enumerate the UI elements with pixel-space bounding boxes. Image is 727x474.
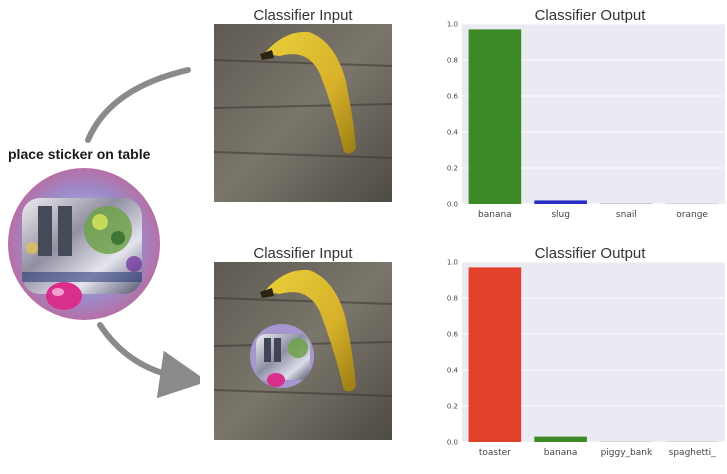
y-tick-label: 0.2 xyxy=(447,165,458,173)
classifier-input-image-top xyxy=(214,24,392,202)
input-title-top: Classifier Input xyxy=(253,7,353,24)
y-tick-label: 0.0 xyxy=(447,201,458,209)
arrow-up xyxy=(85,67,191,143)
y-tick-label: 0.8 xyxy=(447,295,458,303)
x-tick-label: orange xyxy=(676,210,708,220)
x-tick-label: toaster xyxy=(479,448,511,458)
y-tick-label: 0.0 xyxy=(447,439,458,447)
adversarial-sticker-image xyxy=(8,168,160,320)
banana-with-sticker-photo xyxy=(214,262,392,440)
bar-banana xyxy=(534,436,587,442)
y-tick-label: 0.8 xyxy=(447,57,458,65)
sticker-caption: place sticker on table xyxy=(8,146,151,162)
y-tick-label: 0.2 xyxy=(447,403,458,411)
adversarial-sticker xyxy=(8,168,160,320)
x-tick-label: banana xyxy=(544,448,578,458)
arrow-down xyxy=(97,322,200,399)
y-tick-label: 0.4 xyxy=(447,367,459,375)
banana-photo-top xyxy=(214,24,392,202)
input-title-bottom: Classifier Input xyxy=(253,245,353,262)
bar-toaster xyxy=(468,267,522,442)
classifier-output-chart-top: 0.0 0.2 0.4 0.6 0.8 1.0 banana slug snail orange xyxy=(447,21,725,220)
output-title-bottom: Classifier Output xyxy=(534,245,646,262)
x-tick-label: spaghetti_ xyxy=(669,448,716,458)
y-tick-label: 1.0 xyxy=(447,259,458,267)
curved-arrows xyxy=(85,67,200,399)
y-tick-label: 1.0 xyxy=(447,21,458,29)
bar-snail xyxy=(600,203,653,204)
classifier-output-chart-bottom: 0.0 0.2 0.4 0.6 0.8 1.0 toaster banana piggy_ban… xyxy=(447,259,725,458)
y-tick-label: 0.4 xyxy=(447,129,459,137)
x-tick-label: piggy_bank xyxy=(601,448,653,458)
output-title-top: Classifier Output xyxy=(534,7,646,24)
classifier-input-image-bottom xyxy=(214,262,392,440)
y-tick-label: 0.6 xyxy=(447,331,459,339)
bar-banana xyxy=(468,29,522,205)
x-tick-label: snail xyxy=(616,210,637,220)
bar-slug xyxy=(534,200,587,204)
x-tick-label: banana xyxy=(478,210,512,220)
y-tick-label: 0.6 xyxy=(447,93,459,101)
x-tick-label: slug xyxy=(551,210,570,220)
